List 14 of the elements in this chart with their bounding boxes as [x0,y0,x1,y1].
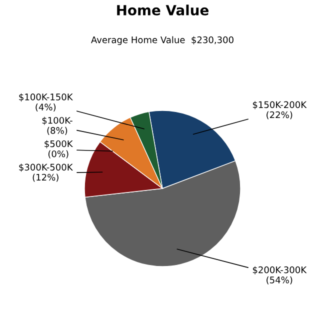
slice-label: $200K-300K [252,266,307,274]
slice-label: $300K-500K [19,164,73,172]
text: (0%) [48,150,68,158]
category-label: $500K [44,140,73,148]
data-label: (8%) [47,126,68,135]
data-label: (22%) [266,111,292,120]
chart-title: Home Value [117,4,208,16]
data-label: (54%) [266,276,292,284]
data-label: (4%) [36,104,56,112]
data-label: (12%) [32,174,58,182]
slice-label: $100K-150K [19,93,73,102]
slice-label: $100K- [42,116,72,125]
slice-label: $150K-200K [252,101,307,110]
chart-subtitle: Average Home Value $230,300 [91,36,234,45]
